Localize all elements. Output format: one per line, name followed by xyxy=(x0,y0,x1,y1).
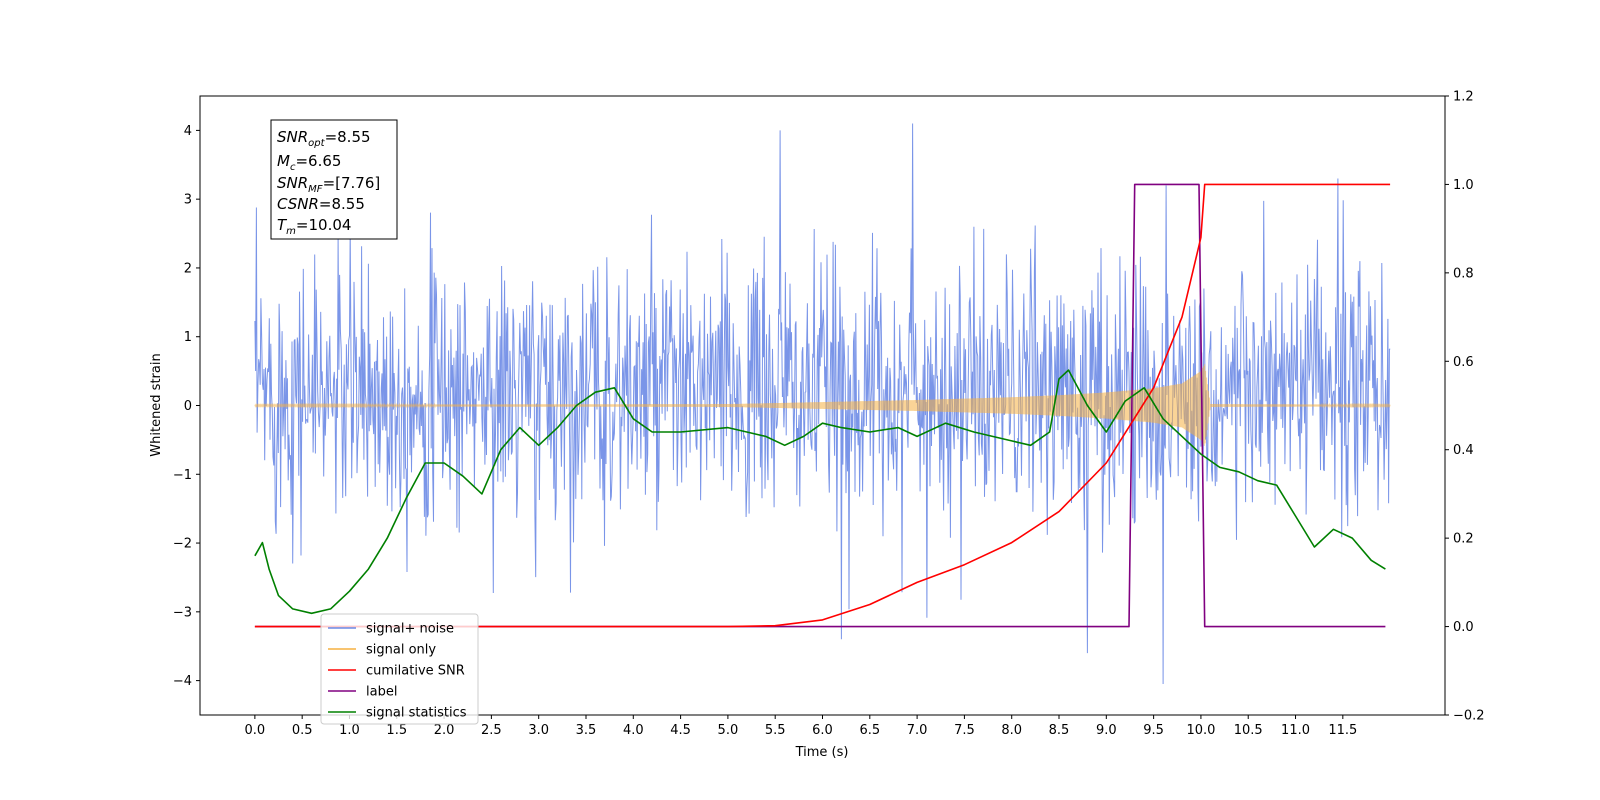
x-tick-label: 4.0 xyxy=(623,723,644,738)
x-tick-label: 6.0 xyxy=(812,723,833,738)
y-tick-label: 0 xyxy=(184,399,192,414)
y-axis-right: 1.2 1.0 0.8 0.6 0.4 0.2 0.0 −0.2 xyxy=(1445,90,1485,724)
info-csnr: CSNR=8.55 xyxy=(277,195,365,213)
x-tick-label: 3.5 xyxy=(576,723,597,738)
x-axis-label: Time (s) xyxy=(795,745,849,760)
x-tick-label: 11.5 xyxy=(1328,723,1357,738)
y2-tick-label: 0.4 xyxy=(1453,443,1474,458)
y2-tick-label: −0.2 xyxy=(1453,709,1485,724)
info-snr-mf: SNRMF=[7.76] xyxy=(277,174,380,195)
x-tick-label: 2.5 xyxy=(481,723,502,738)
series-signal-noise xyxy=(254,123,1391,685)
plot-area xyxy=(254,123,1391,685)
y2-tick-label: 0.2 xyxy=(1453,532,1474,547)
legend-label: cumilative SNR xyxy=(366,664,465,679)
y-tick-label: −1 xyxy=(173,468,192,483)
x-tick-label: 11.0 xyxy=(1281,723,1310,738)
y2-tick-label: 1.2 xyxy=(1453,90,1474,105)
x-tick-label: 7.5 xyxy=(954,723,975,738)
info-box-frame xyxy=(270,119,398,240)
x-tick-label: 8.0 xyxy=(1001,723,1022,738)
legend-frame xyxy=(320,613,479,725)
x-tick-label: 9.5 xyxy=(1143,723,1164,738)
info-snr-opt: SNRopt=8.55 xyxy=(277,128,371,149)
y-tick-label: 4 xyxy=(184,124,192,139)
x-tick-label: 2.0 xyxy=(434,723,455,738)
x-tick-label: 4.5 xyxy=(670,723,691,738)
y-axis-left: 4 3 2 1 0 −1 −2 −3 −4 xyxy=(173,124,200,689)
y-tick-label: 1 xyxy=(184,330,192,345)
legend-label: signal only xyxy=(366,643,436,658)
y-axis-label: Whitened strain xyxy=(149,353,164,456)
x-tick-label: 5.0 xyxy=(718,723,739,738)
series-label xyxy=(254,183,1386,628)
legend: signal+ noise signal only cumilative SNR la… xyxy=(320,613,479,725)
y-tick-label: −2 xyxy=(173,537,192,552)
x-axis: 0.0 0.5 1.0 1.5 2.0 2.5 3.0 3.5 4.0 4.5 5.0 5.5 6.0 6… xyxy=(245,715,1357,738)
y2-tick-label: 0.0 xyxy=(1453,620,1474,635)
x-tick-label: 0.5 xyxy=(292,723,313,738)
x-tick-label: 1.0 xyxy=(339,723,360,738)
x-tick-label: 0.0 xyxy=(245,723,266,738)
y-tick-label: −4 xyxy=(173,674,192,689)
x-tick-label: 6.5 xyxy=(859,723,880,738)
x-tick-label: 10.5 xyxy=(1234,723,1263,738)
x-tick-label: 8.5 xyxy=(1049,723,1070,738)
y-tick-label: 2 xyxy=(184,261,192,276)
x-tick-label: 5.5 xyxy=(765,723,786,738)
x-tick-label: 7.0 xyxy=(907,723,928,738)
x-tick-label: 10.0 xyxy=(1186,723,1215,738)
info-box: SNRopt=8.55 Mc=6.65 SNRMF=[7.76] CSNR=8.… xyxy=(270,119,398,240)
info-tm: Tm=10.04 xyxy=(277,216,351,237)
legend-label: signal+ noise xyxy=(366,622,454,637)
legend-label: label xyxy=(366,685,397,700)
y2-tick-label: 0.6 xyxy=(1453,355,1474,370)
y-tick-label: 3 xyxy=(184,193,192,208)
series-cumulative-snr xyxy=(254,183,1391,628)
info-mc: Mc=6.65 xyxy=(277,152,341,173)
x-tick-label: 3.0 xyxy=(528,723,549,738)
legend-label: signal statistics xyxy=(366,706,467,721)
x-tick-label: 9.0 xyxy=(1096,723,1117,738)
y2-tick-label: 0.8 xyxy=(1453,266,1474,281)
y2-tick-label: 1.0 xyxy=(1453,178,1474,193)
series-signal-statistics xyxy=(254,369,1386,615)
x-tick-label: 1.5 xyxy=(386,723,407,738)
y-tick-label: −3 xyxy=(173,605,192,620)
